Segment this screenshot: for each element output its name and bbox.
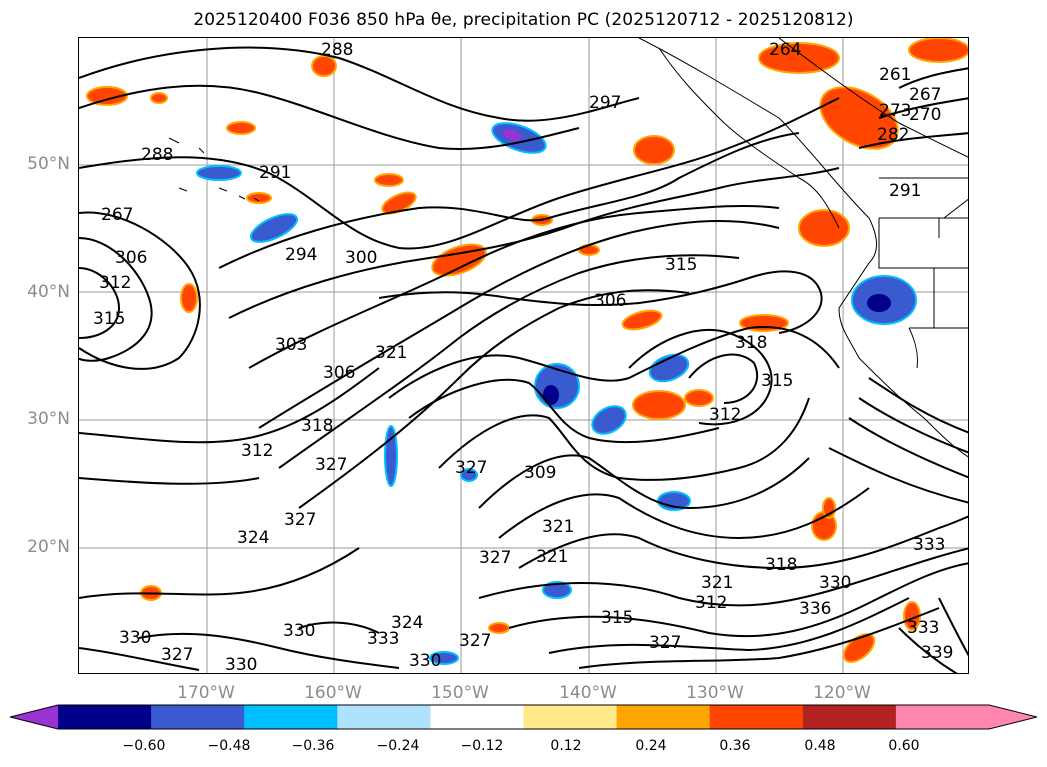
colorbar-segment [616,705,711,729]
contour-label: 261 [879,65,911,85]
contour-label: 327 [459,631,491,651]
colorbar [10,704,1037,730]
contour-label: 312 [99,273,131,293]
contour-label: 330 [225,655,257,674]
contour-label: 270 [909,105,941,125]
contour-label: 327 [455,458,487,478]
colorbar-tick: −0.36 [291,738,335,754]
contour-label: 306 [594,291,626,311]
contour-label: 321 [701,573,733,593]
contour-label: 291 [259,163,291,183]
colorbar-outline [10,704,1037,730]
contour-label: 327 [284,510,316,530]
contour-label: 321 [375,343,407,363]
contour-label: 267 [909,85,941,105]
contour-label: 330 [819,573,851,593]
colorbar-tick: 0.48 [804,738,836,754]
contour-label: 333 [913,535,945,555]
lon-label-170w: 170°W [177,683,235,703]
colorbar-tick: −0.12 [460,738,504,754]
contour-label: 288 [141,145,173,165]
contour-label: 288 [321,40,353,60]
chart-title: 2025120400 F036 850 hPa θe, precipitatio… [193,10,854,30]
contour-label: 312 [241,441,273,461]
contour-label: 321 [536,547,568,567]
graticule [79,38,968,673]
colorbar-under-arrow [10,705,58,729]
lat-label-20n: 20°N [27,537,70,557]
theta-e-contours [79,46,968,673]
contour-label: 312 [695,593,727,613]
lat-label-30n: 30°N [27,409,70,429]
contour-label: 315 [761,371,793,391]
lat-label-40n: 40°N [27,282,70,302]
map-panel[interactable]: 288 297 264 261 267 273 270 282 288 291 … [78,37,969,674]
contour-label: 267 [101,205,133,225]
contour-label: 321 [542,517,574,537]
contour-label: 297 [589,93,621,113]
lon-label-140w: 140°W [559,683,617,703]
contour-label: 324 [237,528,269,548]
contour-label: 339 [921,643,953,663]
colorbar-tick: 0.12 [550,738,582,754]
contour-label: 327 [479,548,511,568]
colorbar-tick: 0.36 [719,738,751,754]
contour-label: 315 [93,309,125,329]
colorbar-segment [709,705,804,729]
contour-label: 264 [769,40,801,60]
lat-label-50n: 50°N [27,154,70,174]
contour-label: 273 [879,101,911,121]
contour-label: 330 [283,621,315,641]
contour-label: 318 [735,333,767,353]
contour-label: 309 [524,463,556,483]
colorbar-segment [58,705,152,729]
colorbar-segment [430,705,524,729]
lon-label-130w: 130°W [686,683,744,703]
contour-label: 333 [367,629,399,649]
contour-label: 312 [709,405,741,425]
lon-label-120w: 120°W [813,683,871,703]
contour-label: 330 [119,628,151,648]
colorbar-tick: 0.60 [888,738,920,754]
contour-label: 318 [765,555,797,575]
lon-label-150w: 150°W [431,683,489,703]
map-canvas: 288 297 264 261 267 273 270 282 288 291 … [79,38,968,674]
contour-label: 300 [345,248,377,268]
colorbar-tick: −0.60 [122,738,166,754]
colorbar-segment [802,705,897,729]
contour-label: 327 [649,633,681,653]
contour-label: 327 [315,455,347,475]
colorbar-segment [895,705,990,729]
contour-label: 318 [301,416,333,436]
colorbar-segment [244,705,338,729]
contour-label: 324 [391,613,423,633]
lon-label-160w: 160°W [304,683,362,703]
colorbar-over-arrow [989,705,1037,729]
contour-label: 282 [877,125,909,145]
contour-label: 303 [275,335,307,355]
colorbar-segment [337,705,431,729]
contour-label: 330 [409,651,441,671]
contour-label: 333 [907,618,939,638]
colorbar-segment [523,705,618,729]
contour-label: 306 [323,363,355,383]
colorbar-tick: −0.24 [376,738,420,754]
contour-label: 315 [601,608,633,628]
contour-label: 306 [115,248,147,268]
contour-labels: 288 297 264 261 267 273 270 282 288 291 … [93,40,953,674]
colorbar-tick: 0.24 [635,738,667,754]
colorbar-segment [151,705,245,729]
colorbar-tick: −0.48 [207,738,251,754]
precip-patches [86,38,968,665]
contour-label: 315 [665,255,697,275]
contour-label: 291 [889,181,921,201]
contour-label: 336 [799,599,831,619]
contour-label: 294 [285,245,317,265]
contour-label: 327 [161,645,193,665]
